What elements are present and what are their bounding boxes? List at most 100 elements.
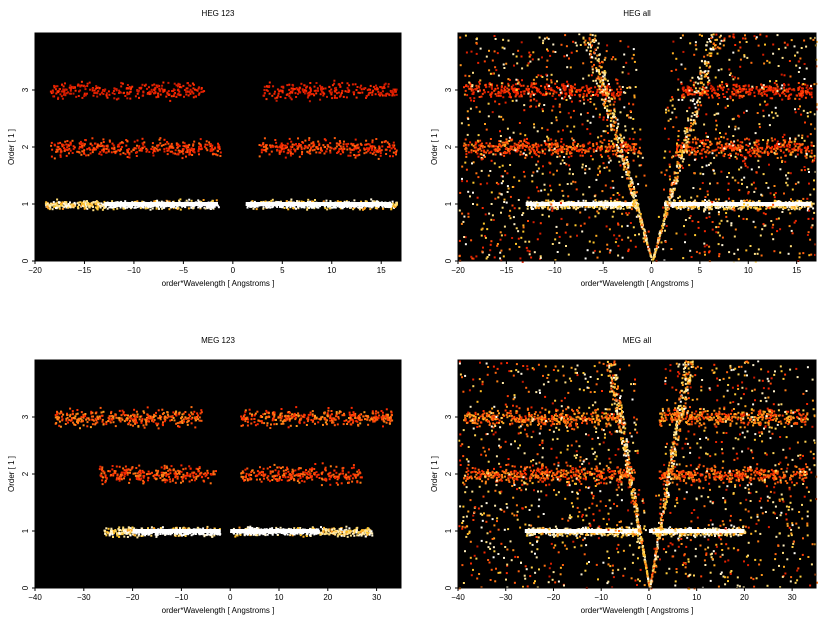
heatmap-point — [770, 220, 773, 222]
heatmap-point — [260, 151, 263, 154]
heatmap-point — [339, 148, 342, 150]
heatmap-point — [798, 98, 801, 101]
heatmap-point — [119, 153, 122, 156]
heatmap-point — [297, 206, 300, 209]
heatmap-point — [762, 86, 765, 88]
heatmap-point — [140, 205, 143, 208]
heatmap-point — [623, 53, 626, 56]
heatmap-point — [528, 152, 531, 155]
heatmap-point — [263, 92, 266, 95]
heatmap-point — [551, 95, 554, 97]
heatmap-point — [268, 85, 271, 88]
heatmap-point — [772, 206, 775, 209]
heatmap-point — [280, 89, 283, 92]
heatmap-point — [130, 150, 133, 153]
heatmap-point — [508, 96, 511, 98]
y-tick-label: 1 — [21, 201, 30, 206]
heatmap-point — [683, 205, 686, 208]
heatmap-point — [581, 148, 584, 151]
heatmap-point — [495, 145, 498, 148]
heatmap-point — [543, 94, 546, 97]
heatmap-point — [394, 203, 397, 206]
heatmap-point — [371, 91, 374, 94]
heatmap-point — [370, 148, 373, 151]
heatmap-point — [313, 148, 316, 151]
heatmap-point — [197, 199, 200, 202]
heatmap-point — [315, 146, 318, 149]
heatmap-point — [276, 146, 279, 149]
heatmap-point — [89, 152, 92, 155]
heatmap-point — [717, 207, 720, 210]
heatmap-point — [775, 91, 778, 94]
heatmap-point — [789, 139, 791, 142]
heatmap-point — [96, 203, 99, 206]
heatmap-point — [136, 144, 138, 147]
heatmap-point — [745, 91, 748, 94]
heatmap-point — [134, 206, 137, 209]
heatmap-point — [49, 90, 52, 93]
heatmap-point — [122, 207, 125, 210]
heatmap-point — [486, 149, 489, 152]
heatmap-point — [727, 188, 730, 191]
heatmap-point — [325, 150, 328, 153]
heatmap-point — [253, 200, 256, 203]
heatmap-point — [714, 149, 717, 152]
heatmap-point — [194, 88, 196, 91]
heatmap-point — [173, 82, 176, 85]
heatmap-point — [322, 94, 325, 97]
heatmap-point — [723, 207, 725, 210]
heatmap-point — [73, 146, 76, 149]
heatmap-point — [761, 205, 764, 208]
heatmap-point — [352, 205, 355, 208]
heatmap-point — [48, 205, 51, 208]
heatmap-point — [96, 208, 99, 211]
heatmap-point — [63, 92, 66, 94]
heatmap-point — [178, 90, 181, 93]
heatmap-point — [108, 93, 111, 96]
heatmap-point — [565, 245, 567, 247]
heatmap-point — [727, 144, 730, 147]
heatmap-point — [598, 85, 601, 88]
heatmap-point — [529, 105, 531, 108]
heatmap-point — [755, 36, 758, 39]
heatmap-point — [550, 87, 553, 90]
heatmap-point — [66, 205, 69, 208]
heatmap-point — [632, 53, 635, 56]
heatmap-point — [380, 86, 383, 89]
heatmap-point — [380, 91, 382, 94]
heatmap-point — [459, 36, 462, 39]
heatmap-point — [77, 207, 80, 210]
heatmap-point — [288, 92, 291, 95]
heatmap-point — [298, 143, 300, 145]
heatmap-point — [568, 164, 571, 167]
heatmap-point — [532, 171, 535, 174]
heatmap-point — [150, 148, 153, 150]
heatmap-point — [170, 146, 173, 149]
heatmap-point — [74, 86, 76, 89]
heatmap-point — [757, 44, 760, 47]
heatmap-point — [592, 251, 595, 254]
heatmap-point — [459, 64, 462, 67]
heatmap-point — [625, 150, 628, 153]
heatmap-point — [105, 95, 108, 98]
heatmap-point — [731, 142, 734, 145]
heatmap-point — [308, 150, 311, 153]
heatmap-point — [773, 82, 776, 85]
heatmap-point — [557, 145, 559, 148]
heatmap-point — [786, 205, 789, 208]
heatmap-point — [276, 88, 279, 91]
heatmap-point — [587, 74, 590, 77]
heatmap-point — [198, 145, 200, 148]
heatmap-point — [371, 139, 374, 142]
heatmap-point — [560, 140, 563, 143]
heatmap-point — [111, 200, 114, 203]
heatmap-point — [276, 205, 279, 208]
heatmap-point — [76, 84, 79, 87]
heatmap-point — [168, 208, 171, 211]
heatmap-point — [628, 206, 631, 209]
heatmap-point — [810, 93, 813, 96]
heatmap-point — [593, 207, 595, 209]
heatmap-point — [59, 141, 62, 144]
heatmap-point — [730, 154, 732, 157]
heatmap-point — [153, 200, 156, 203]
